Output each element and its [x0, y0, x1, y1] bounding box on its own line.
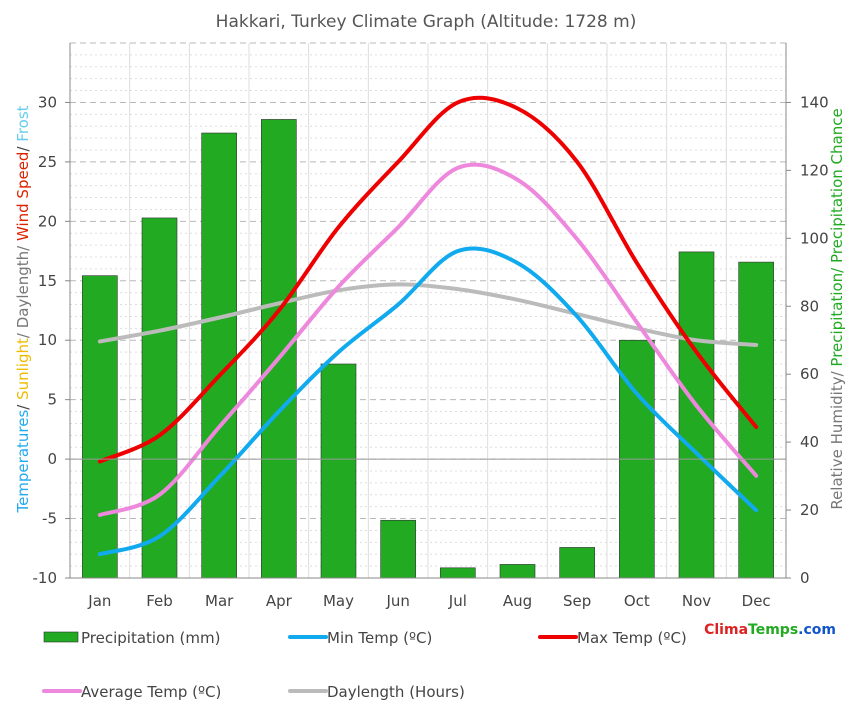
axis-label-part: Temperatures — [14, 410, 32, 514]
axis-label-part: Wind Speed — [14, 152, 32, 242]
x-tick-label: Aug — [503, 592, 532, 610]
legend-label-precipitation: Precipitation (mm) — [81, 629, 220, 647]
right-tick-label: 20 — [800, 501, 819, 519]
left-tick-label: -10 — [33, 569, 58, 587]
precipitation-bar — [320, 363, 357, 579]
right-tick-label: 120 — [800, 161, 829, 179]
right-tick-label: 60 — [800, 365, 819, 383]
right-tick-label: 100 — [800, 229, 829, 247]
precipitation-bar — [738, 261, 774, 579]
legend-label-max-temp: Max Temp (ºC) — [577, 629, 687, 647]
right-tick-label: 40 — [800, 433, 819, 451]
x-tick-label: Oct — [624, 592, 650, 610]
precipitation-bar — [141, 217, 178, 579]
left-axis-label: Temperatures/ Sunlight/ Daylength/ Wind … — [14, 105, 32, 513]
right-tick-label: 140 — [800, 93, 829, 111]
temperature-lines — [97, 95, 759, 557]
left-tick-label: 25 — [38, 153, 57, 171]
average-temp-line — [97, 162, 759, 517]
precipitation-bar — [440, 567, 476, 579]
x-tick-label: Jun — [385, 592, 409, 610]
x-tick-label: Sep — [563, 592, 591, 610]
axis-label-part: Frost — [14, 105, 32, 141]
left-tick-label: 0 — [47, 450, 57, 468]
axis-label-part: / — [14, 142, 32, 152]
left-tick-label: 10 — [38, 331, 57, 349]
max-temp-line — [97, 95, 759, 464]
axis-label-part: Precipitation/ Precipitation Chance — [828, 108, 846, 366]
x-tick-label: Nov — [682, 592, 711, 610]
axes — [69, 43, 787, 579]
precipitation-bar — [261, 119, 297, 579]
right-axis-ticks: 0 20 40 60 80 100 120 140 — [786, 93, 829, 587]
left-tick-label: 20 — [38, 212, 57, 230]
chart-title: Hakkari, Turkey Climate Graph (Altitude:… — [216, 12, 637, 32]
legend-label-average-temp: Average Temp (ºC) — [81, 683, 221, 701]
left-tick-label: 15 — [38, 272, 57, 290]
legend-label-daylength: Daylength (Hours) — [327, 683, 465, 701]
x-tick-label: Mar — [205, 592, 234, 610]
x-tick-label: Apr — [266, 592, 293, 610]
left-tick-label: 30 — [38, 93, 57, 111]
left-tick-label: 5 — [47, 391, 57, 409]
legend: Precipitation (mm) Min Temp (ºC) Max Temp … — [42, 629, 687, 701]
left-axis-ticks: -10 -5 0 5 10 15 20 25 30 — [33, 93, 70, 587]
brand-logo: ClimaTemps.com — [704, 622, 836, 638]
right-tick-label: 80 — [800, 297, 819, 315]
right-axis-label: Relative Humidity/ Precipitation/ Precip… — [828, 108, 846, 509]
precipitation-bar — [380, 519, 416, 579]
x-tick-label: Feb — [146, 592, 173, 610]
axis-label-part: Sunlight — [14, 338, 32, 400]
precipitation-bar — [201, 132, 237, 579]
x-tick-label: Dec — [742, 592, 771, 610]
precipitation-bar — [678, 251, 715, 579]
x-tick-label: May — [323, 592, 354, 610]
x-tick-label: Jan — [87, 592, 111, 610]
left-tick-label: -5 — [42, 510, 57, 528]
precipitation-bar — [559, 547, 595, 579]
grid-lines — [69, 42, 787, 579]
axis-label-part: Relative Humidity/ — [828, 367, 846, 510]
axis-label-part: / — [14, 400, 32, 410]
axis-label-part: / Daylength/ — [14, 241, 32, 338]
legend-swatch-precipitation — [43, 631, 79, 643]
precipitation-bar — [499, 564, 536, 579]
legend-label-min-temp: Min Temp (ºC) — [327, 629, 432, 647]
x-axis-ticks: Jan Feb Mar Apr May Jun Jul Aug Sep Oct Nov Dec — [87, 592, 770, 610]
min-temp-line — [97, 246, 759, 557]
right-tick-label: 0 — [800, 569, 810, 587]
precipitation-bar — [82, 275, 118, 579]
x-tick-label: Jul — [448, 592, 467, 610]
